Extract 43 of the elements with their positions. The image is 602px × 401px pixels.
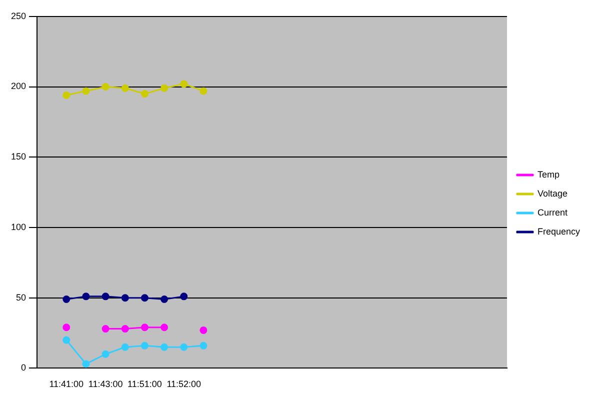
legend-label: Current [537,207,568,218]
point [200,326,208,334]
point [121,84,129,92]
point [160,295,168,303]
point [121,294,129,302]
point [62,324,70,332]
x-tick-label: 11:41:00 [49,379,84,390]
point [140,342,148,350]
point [102,292,110,300]
x-tick-label: 11:52:00 [166,379,202,390]
y-tick-label: 50 [16,292,26,302]
point [160,324,168,332]
point [82,292,90,300]
point [121,343,129,351]
legend-label: Voltage [537,188,568,198]
point [140,294,148,302]
point [200,87,208,95]
point [180,80,188,88]
point [140,324,148,332]
point [160,84,168,92]
y-tick-label: 200 [10,81,26,92]
point [62,295,70,303]
point [102,83,110,91]
point [180,343,188,351]
point [140,90,148,98]
point [180,292,188,300]
y-tick-label: 250 [10,10,26,21]
legend-label: Frequency [537,226,580,236]
point [102,325,110,333]
x-tick-label: 11:43:00 [88,379,123,390]
legend-label: Temp [537,169,560,180]
y-tick-label: 0 [21,362,26,373]
point [62,91,70,99]
point [82,360,90,368]
x-tick-label: 11:51:00 [128,379,162,390]
y-tick-label: 100 [10,222,26,232]
point [200,342,208,350]
point [160,343,168,351]
point [62,336,70,344]
point [102,350,110,358]
point [82,87,90,95]
point [121,325,129,333]
y-tick-label: 150 [10,152,26,162]
